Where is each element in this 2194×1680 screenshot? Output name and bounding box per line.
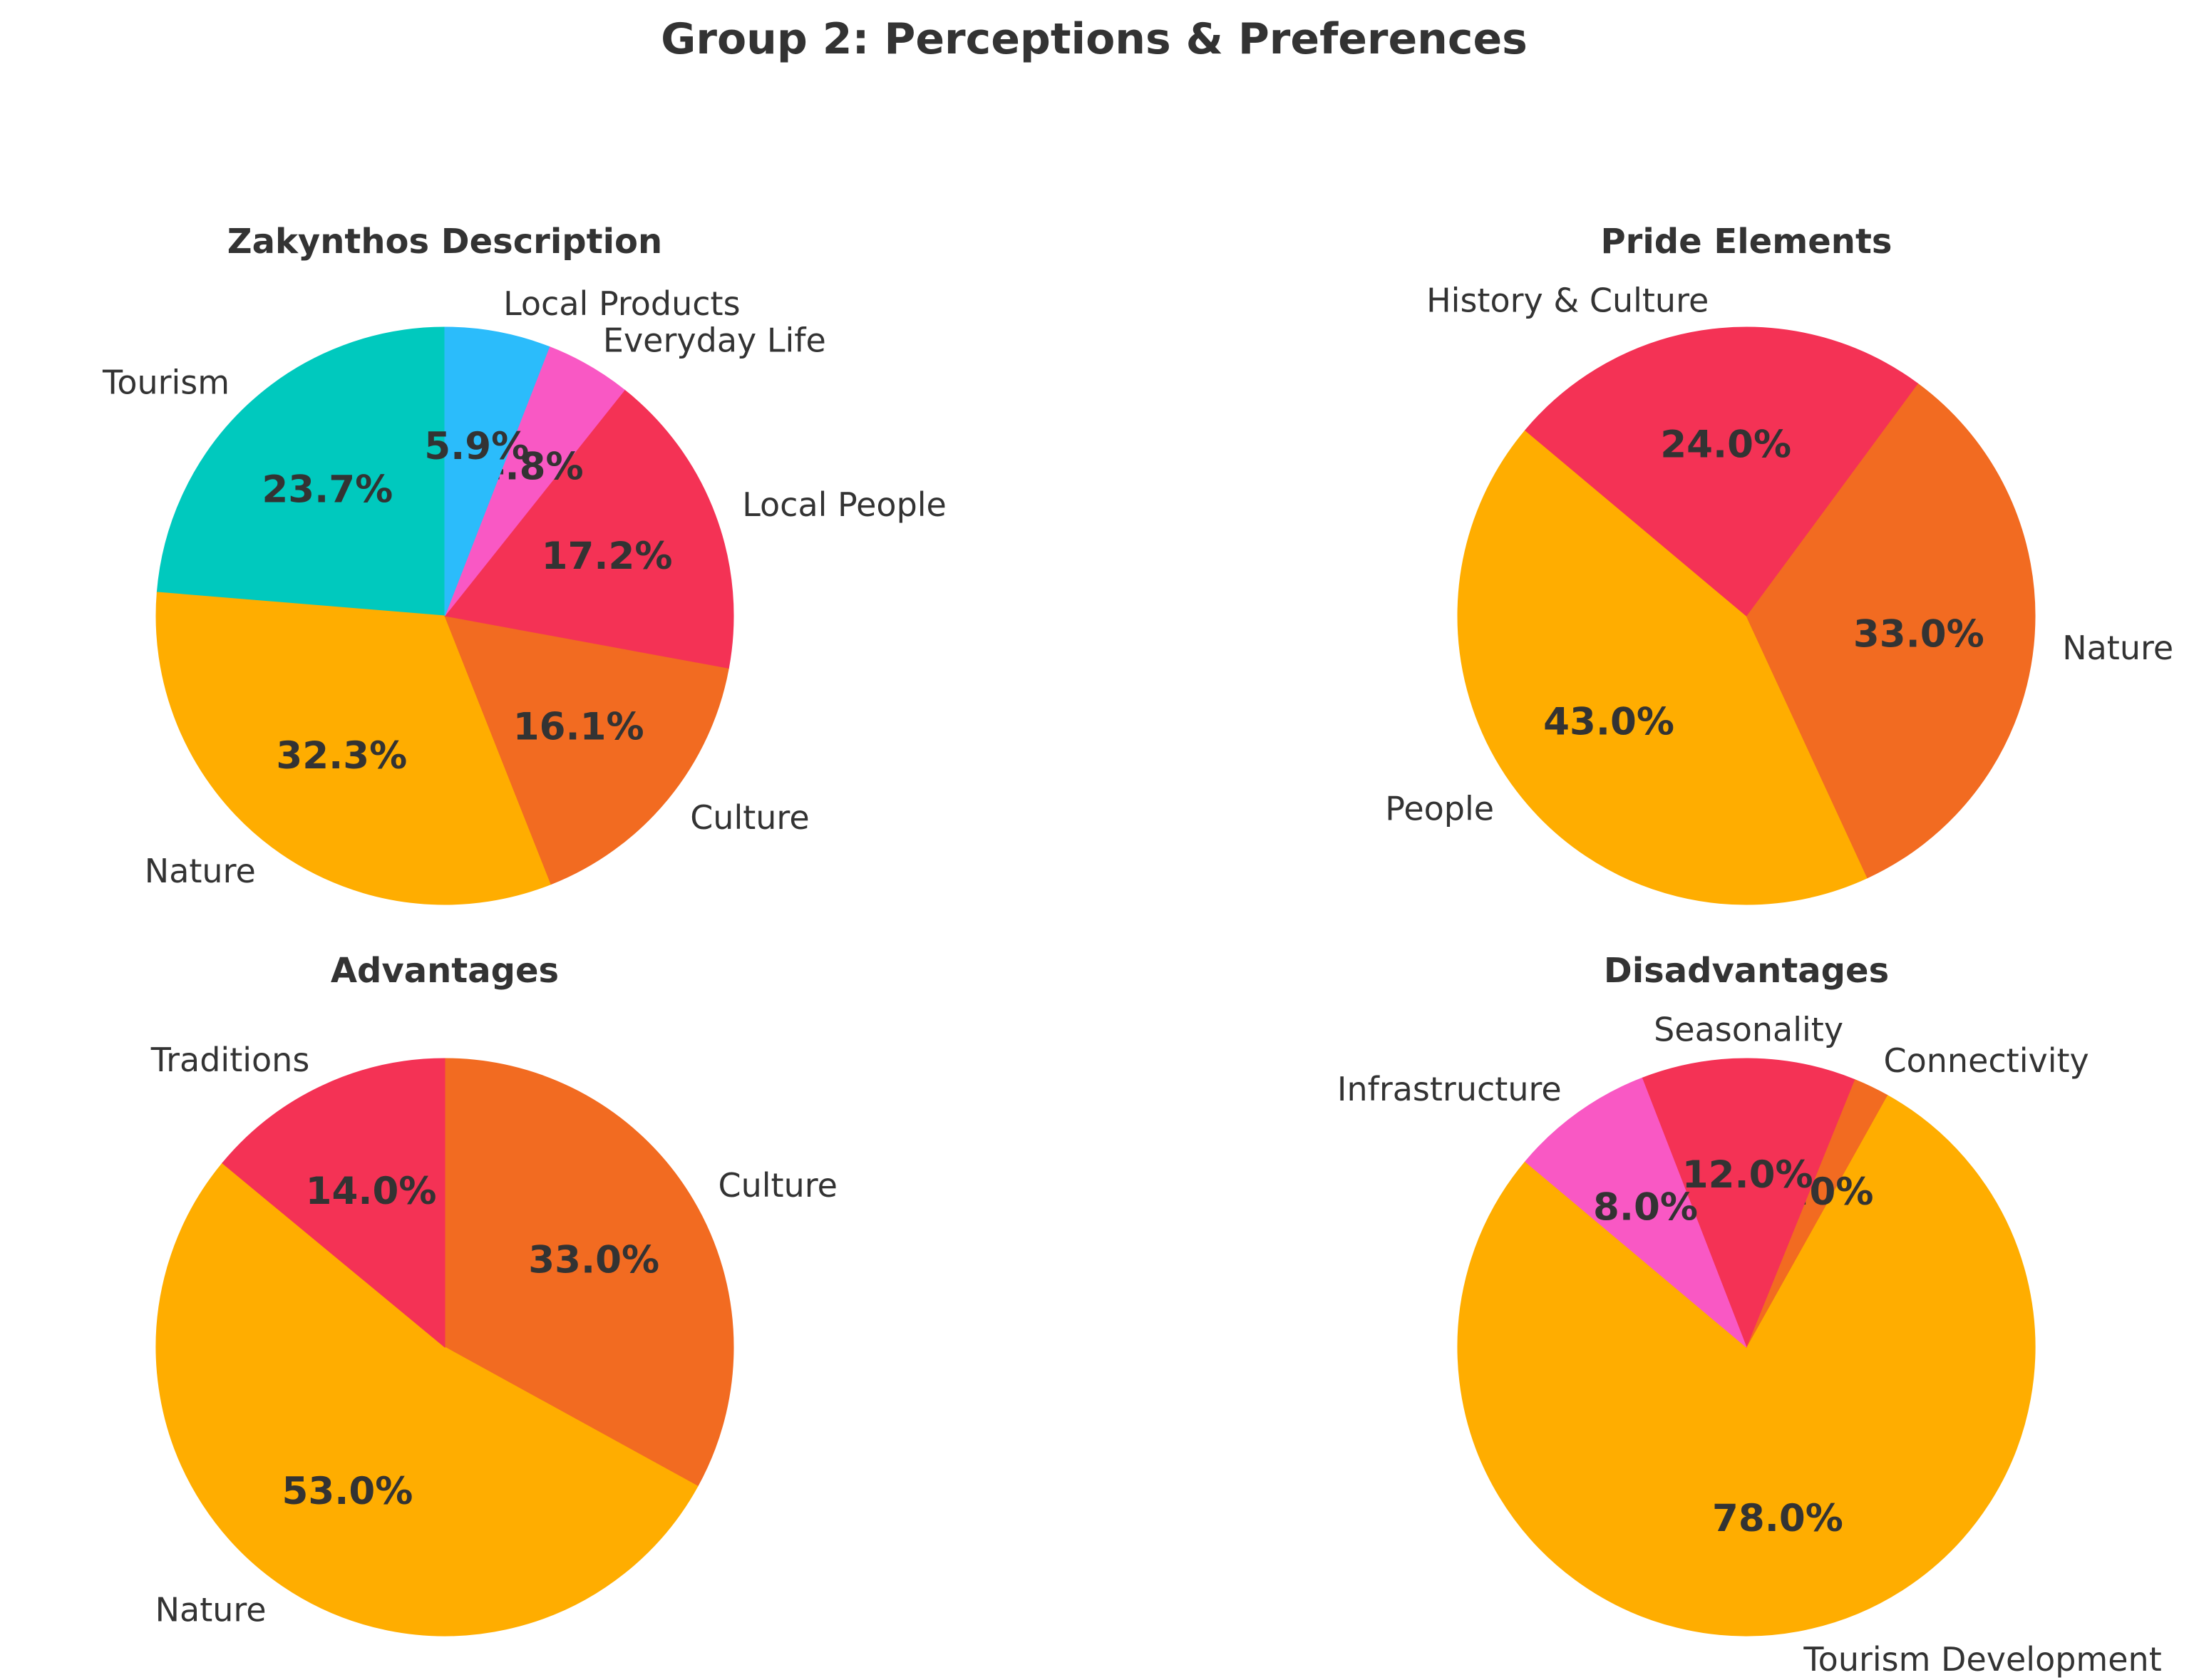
pie-pride-elements: Pride Elements People 43.0% Nature 33.0% Hist… [1385,222,2173,905]
slice-tourism [156,326,446,617]
label-nature: Nature [2062,629,2173,667]
label-everyday-life: Everyday Life [603,321,826,360]
slice-traditions [222,1058,446,1349]
pct-infrastructure: 8.0% [1593,1185,1698,1229]
pct-local-products: 5.9% [424,425,529,468]
slice-nature [155,1163,699,1637]
label-history-and-culture: History & Culture [1426,282,1709,320]
slice-infrastructure [1525,1077,1747,1348]
figure-title: Group 2: Perceptions & Preferences [661,14,1528,64]
label-connectivity: Connectivity [1884,1041,2089,1080]
pct-culture: 16.1% [513,705,644,748]
slice-local-products [444,326,550,617]
label-local-products: Local Products [503,284,740,323]
pie-disadvantages: Disadvantages Tourism Development 78.0% Con… [1337,951,2162,1679]
pie-title: Disadvantages [1604,951,1889,991]
slice-history-and-culture [1525,326,1919,617]
pie-zakynthos-description: Zakynthos Description Tourism 23.7% Nature 3… [102,222,947,905]
slice-nature [1746,383,2036,879]
pct-local-people: 17.2% [542,535,673,578]
pct-history-and-culture: 24.0% [1660,423,1791,467]
pie-title: Pride Elements [1601,222,1892,262]
label-traditions: Traditions [150,1041,310,1079]
label-local-people: Local People [742,485,947,524]
label-nature: Nature [155,1591,267,1629]
slice-culture [444,1058,734,1487]
pie-advantages: Advantages Culture 33.0% Nature 53.0% Traditi… [150,951,838,1637]
pct-seasonality: 12.0% [1682,1153,1813,1197]
label-nature: Nature [145,852,256,890]
pie-panels: Zakynthos Description Tourism 23.7% Nature 3… [102,222,2173,1679]
pct-people: 43.0% [1543,701,1674,744]
pct-tourism-development: 78.0% [1712,1497,1843,1540]
pie-title: Advantages [331,951,559,991]
label-tourism-development: Tourism Development [1803,1640,2161,1679]
pct-traditions: 14.0% [306,1170,437,1213]
label-infrastructure: Infrastructure [1337,1070,1562,1108]
label-tourism: Tourism [102,363,230,401]
slice-local-people [444,389,734,669]
pct-nature: 32.3% [276,734,407,778]
label-people: People [1385,790,1494,828]
pct-nature: 53.0% [282,1470,413,1513]
label-culture: Culture [690,798,809,837]
pct-nature: 33.0% [1853,613,1984,656]
pct-tourism: 23.7% [262,468,393,511]
slice-tourism-development [1457,1094,2036,1637]
slice-nature [155,592,552,905]
pie-title: Zakynthos Description [227,222,662,262]
slice-culture [444,615,729,885]
slice-seasonality [1641,1058,1855,1349]
slice-people [1457,429,1868,905]
label-culture: Culture [719,1166,838,1205]
label-seasonality: Seasonality [1654,1011,1843,1049]
pct-culture: 33.0% [528,1238,659,1282]
